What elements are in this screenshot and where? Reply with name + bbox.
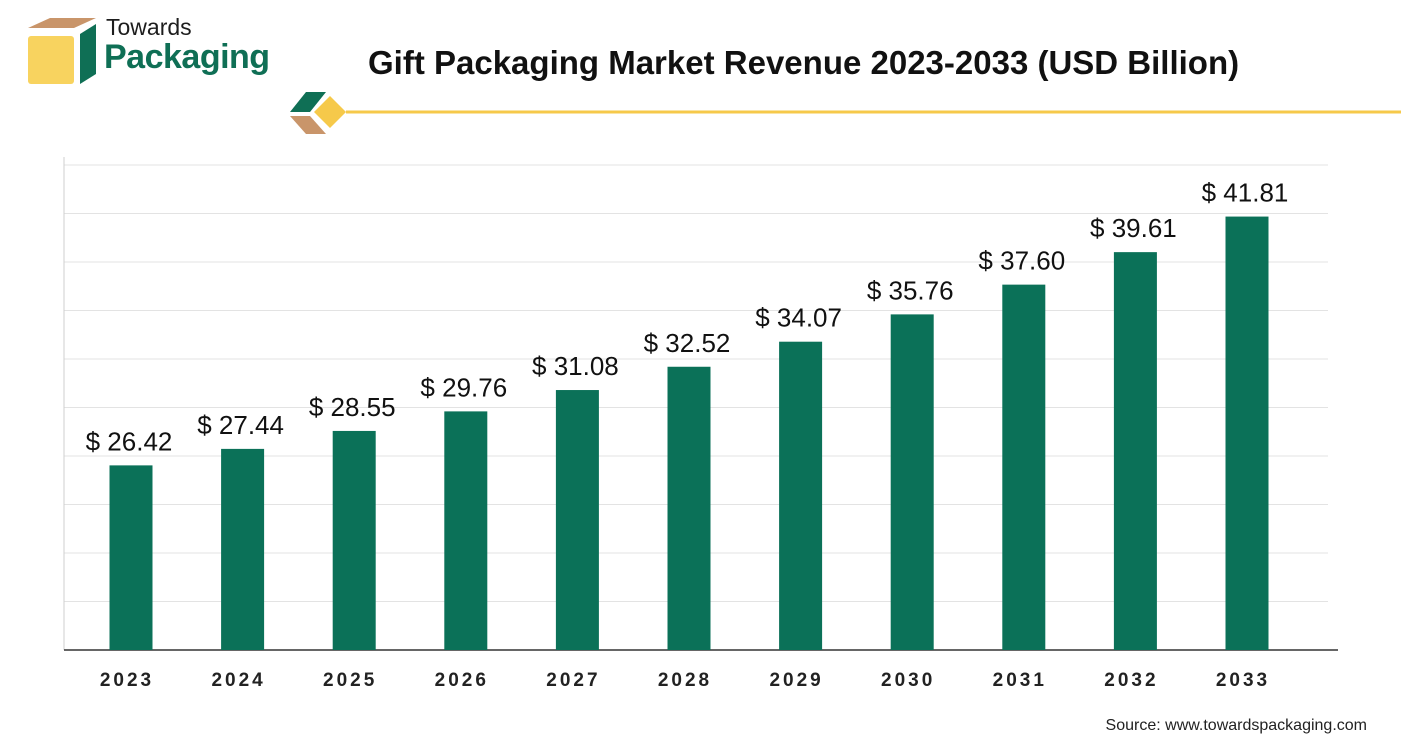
x-tick-label-2023: 2023 (100, 670, 154, 691)
x-tick-label-2024: 2024 (211, 670, 265, 691)
divider-diamond-yellow-icon (314, 96, 346, 128)
source-note: Source: www.towardspackaging.com (1105, 717, 1367, 734)
value-label-2025: $ 28.55 (309, 392, 396, 422)
bar-2032 (1113, 252, 1157, 650)
bar-2027 (555, 390, 599, 650)
x-tick-label-2029: 2029 (769, 670, 823, 691)
box-front-icon (28, 36, 74, 84)
bar-2028 (667, 366, 711, 650)
value-label-2032: $ 39.61 (1090, 213, 1177, 243)
x-tick-label-2027: 2027 (546, 670, 600, 691)
x-tick-label-2026: 2026 (435, 670, 489, 691)
x-tick-label-2028: 2028 (658, 670, 712, 691)
value-label-2027: $ 31.08 (532, 351, 619, 381)
box-top-icon (28, 18, 96, 28)
value-label-2028: $ 32.52 (644, 328, 731, 358)
brand-name-line1: Towards (106, 14, 192, 40)
bar-2026 (444, 411, 488, 650)
bar-2024 (221, 448, 265, 650)
title-divider (290, 92, 1401, 134)
chart-x-tick-labels: 2023 2024 2025 2026 2027 2028 2029 2030 2031 2032… (100, 670, 1270, 691)
chart-title: Gift Packaging Market Revenue 2023-2033 … (368, 44, 1240, 81)
x-tick-label-2031: 2031 (993, 670, 1047, 691)
box-side-icon (80, 24, 96, 84)
value-label-2024: $ 27.44 (197, 410, 284, 440)
bar-2029 (779, 341, 823, 650)
brand-logo-icon (28, 18, 96, 84)
x-tick-label-2032: 2032 (1104, 670, 1158, 691)
brand-name-line2: Packaging (104, 38, 270, 76)
divider-diamond-green-icon (290, 92, 326, 112)
value-label-2023: $ 26.42 (86, 426, 173, 456)
value-label-2031: $ 37.60 (978, 246, 1065, 276)
value-label-2030: $ 35.76 (867, 275, 954, 305)
value-label-2029: $ 34.07 (755, 303, 842, 333)
x-tick-label-2033: 2033 (1216, 670, 1270, 691)
bar-2025 (332, 430, 376, 650)
chart-bars (109, 216, 1269, 651)
bar-2030 (890, 314, 934, 650)
chart-value-labels: $ 26.42 $ 27.44 $ 28.55 $ 29.76 $ 31.08 $ 32.… (86, 178, 1289, 457)
value-label-2026: $ 29.76 (420, 372, 507, 402)
divider-diamond-tan-icon (290, 116, 326, 134)
x-tick-label-2030: 2030 (881, 670, 935, 691)
bar-2023 (109, 465, 153, 650)
value-label-2033: $ 41.81 (1202, 178, 1289, 208)
bar-2033 (1225, 216, 1269, 651)
bar-2031 (1002, 284, 1046, 650)
x-tick-label-2025: 2025 (323, 670, 377, 691)
